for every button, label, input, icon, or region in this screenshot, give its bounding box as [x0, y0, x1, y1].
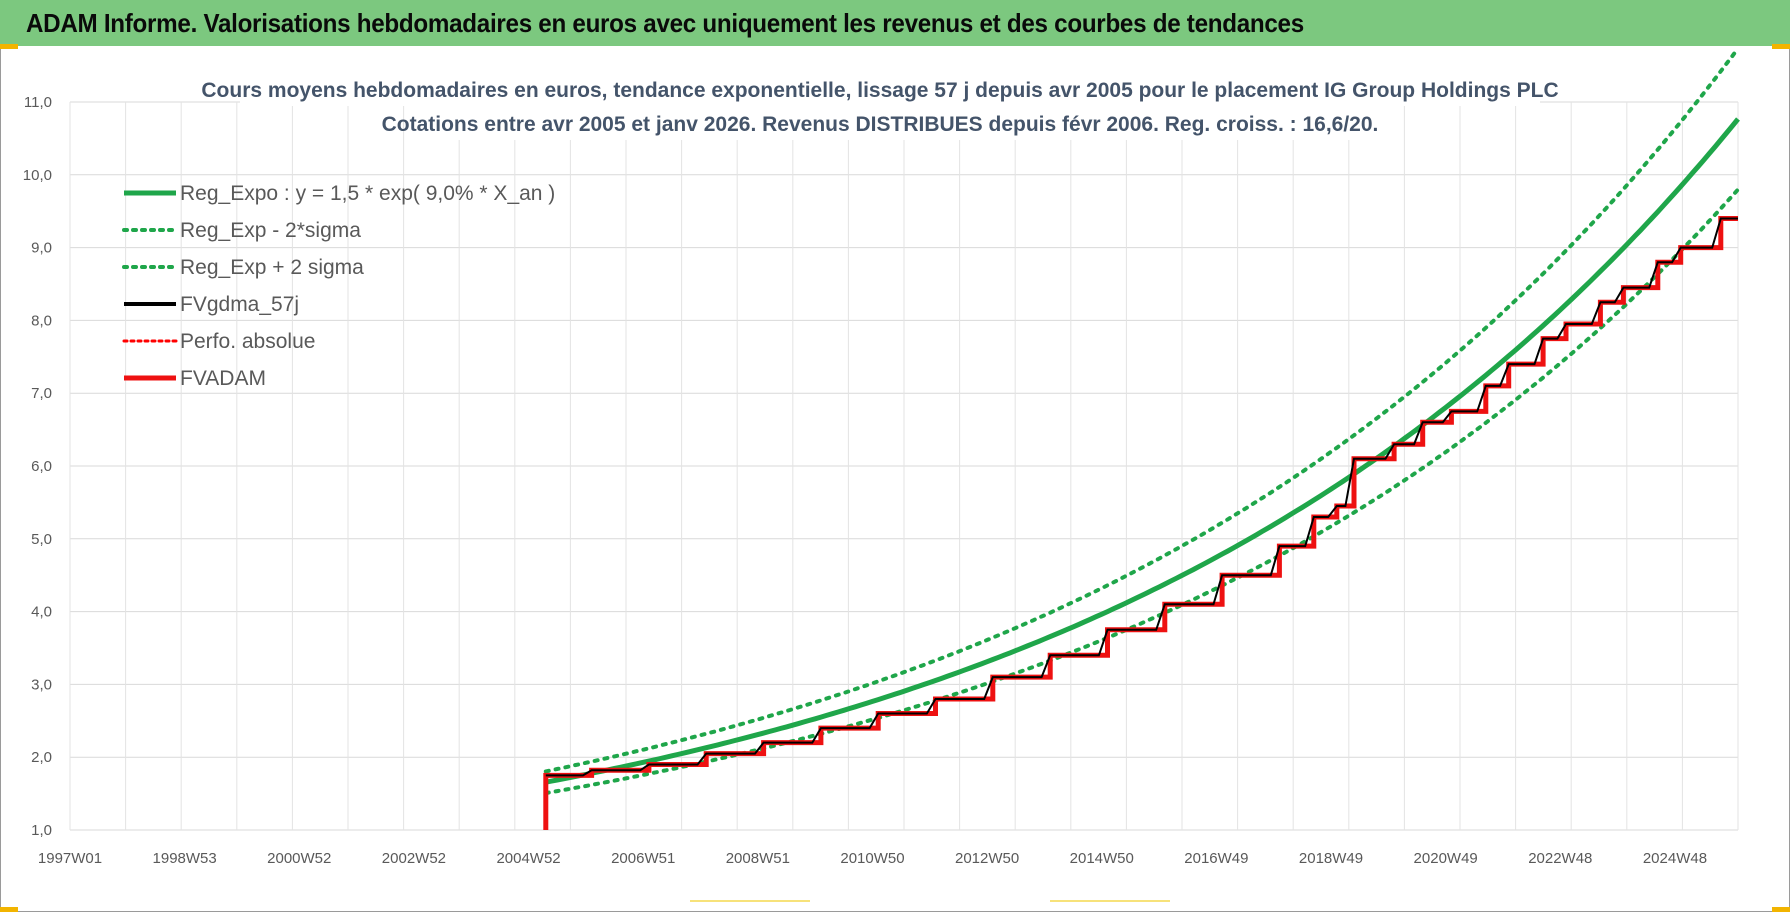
x-tick-label: 2000W52 — [267, 850, 331, 867]
x-tick-label: 2010W50 — [840, 850, 904, 867]
fvgdma-57j-line — [545, 217, 1738, 777]
reg-exp-minus-2sigma-line — [543, 187, 1740, 796]
selection-mark-bottom-2 — [1050, 900, 1170, 902]
x-tick-label: 1997W01 — [38, 850, 102, 867]
x-tick-label: 1998W53 — [153, 850, 217, 867]
gridlines — [69, 101, 1739, 831]
x-tick-label: 2022W48 — [1528, 850, 1592, 867]
legend: Reg_Expo : y = 1,5 * exp( 9,0% * X_an ) R… — [122, 182, 555, 390]
x-tick-label: 2004W52 — [496, 850, 560, 867]
y-axis-ticks: 1,0 2,0 3,0 4,0 5,0 6,0 7,0 8,0 9,0 10,0 11,0 — [23, 94, 52, 839]
report-title: ADAM Informe. Valorisations hebdomadaire… — [26, 8, 1304, 38]
legend-label: Reg_Expo : y = 1,5 * exp( 9,0% * X_an ) — [180, 182, 555, 205]
y-tick-label: 7,0 — [31, 385, 52, 402]
subtitle-background — [410, 106, 1370, 140]
legend-label: FVADAM — [180, 367, 266, 390]
report-banner: ADAM Informe. Valorisations hebdomadaire… — [0, 0, 1790, 46]
x-tick-label: 2014W50 — [1070, 850, 1134, 867]
title-background — [240, 70, 1540, 106]
legend-label: FVgdma_57j — [180, 293, 299, 316]
reg-expo-line — [545, 117, 1740, 785]
y-tick-label: 4,0 — [31, 604, 52, 621]
x-tick-label: 2016W49 — [1184, 850, 1248, 867]
corner-mark-bottom-right — [1772, 907, 1790, 912]
selection-mark-bottom-1 — [690, 900, 810, 902]
y-tick-label: 3,0 — [31, 676, 52, 693]
corner-mark-top-right — [1772, 44, 1790, 49]
x-tick-label: 2020W49 — [1414, 850, 1478, 867]
series-layer — [543, 46, 1740, 830]
corner-mark-bottom-left — [0, 907, 18, 912]
legend-label: Perfo. absolue — [180, 330, 315, 353]
y-tick-label: 2,0 — [31, 749, 52, 766]
x-tick-label: 2002W52 — [382, 850, 446, 867]
y-tick-label: 9,0 — [31, 240, 52, 257]
x-tick-label: 2008W51 — [726, 850, 790, 867]
y-tick-label: 8,0 — [31, 312, 52, 329]
x-tick-label: 2018W49 — [1299, 850, 1363, 867]
y-tick-label: 6,0 — [31, 458, 52, 475]
x-tick-label: 2024W48 — [1643, 850, 1707, 867]
legend-label: Reg_Exp - 2*sigma — [180, 219, 361, 242]
y-tick-label: 10,0 — [23, 167, 52, 184]
y-tick-label: 11,0 — [24, 94, 52, 111]
legend-label: Reg_Exp + 2 sigma — [180, 256, 364, 279]
reg-exp-plus-2sigma-line — [543, 46, 1740, 774]
corner-mark-top-left — [0, 44, 18, 49]
x-tick-label: 2006W51 — [611, 850, 675, 867]
x-tick-label: 2012W50 — [955, 850, 1019, 867]
y-tick-label: 1,0 — [31, 822, 52, 839]
x-axis-ticks: 1997W01 1998W53 2000W52 2002W52 2004W52 2006W… — [38, 850, 1707, 867]
y-tick-label: 5,0 — [31, 531, 52, 548]
chart-title: Cours moyens hebdomadaires en euros, ten… — [201, 79, 1558, 102]
chart-subtitle: Cotations entre avr 2005 et janv 2026. R… — [382, 113, 1379, 136]
